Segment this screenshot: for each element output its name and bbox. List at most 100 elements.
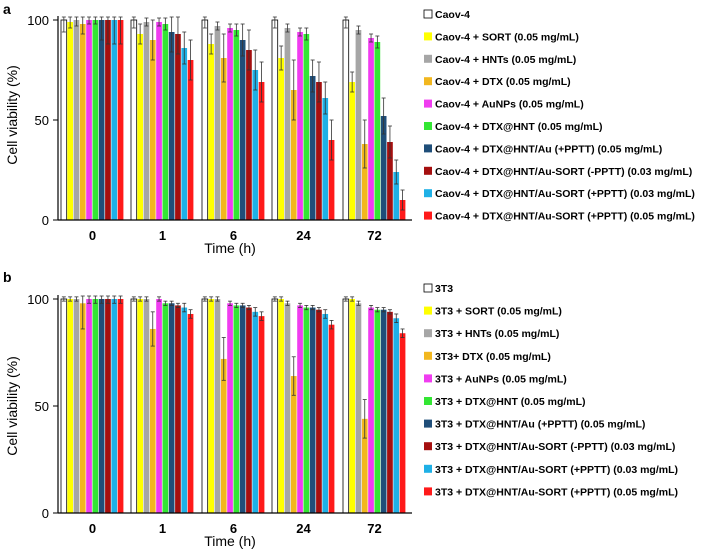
legend-swatch <box>424 442 432 451</box>
legend-swatch <box>424 306 432 315</box>
bar-b-s7-c1 <box>175 305 181 513</box>
bar-a-s5-c2 <box>233 30 240 220</box>
bar-b-s8-c2 <box>252 311 259 513</box>
legend-label: Caov-4 + DTX@HNT/Au-SORT (-PPTT) (0.03 m… <box>435 166 692 178</box>
x-tick-label: 72 <box>367 228 381 243</box>
bar-b-s3-c0 <box>79 303 86 513</box>
legend-label: 3T3 + DTX@HNT/Au-SORT (+PPTT) (0.03 mg/m… <box>435 464 678 476</box>
bar-a-s7-c1 <box>175 34 181 220</box>
x-tick-label: 6 <box>230 521 237 536</box>
bar-a-s1-c3 <box>278 58 284 220</box>
bar-b-s9-c3 <box>328 324 335 513</box>
legend-swatch <box>424 351 432 360</box>
bar-a-s4-c1 <box>156 22 162 220</box>
bar-a-s1-c1 <box>137 34 143 220</box>
bar-a-s8-c4 <box>393 172 400 220</box>
bar-b-s5-c2 <box>233 305 240 513</box>
legend-label: 3T3 + SORT (0.05 mg/mL) <box>435 306 562 318</box>
bar-a-s4-c0 <box>86 20 92 220</box>
bar-a-s3-c0 <box>79 24 86 220</box>
legend-label: Caov-4 + DTX (0.05 mg/mL) <box>435 76 571 88</box>
bar-a-s2-c3 <box>284 28 291 220</box>
legend-swatch <box>424 374 432 383</box>
bar-a-s2-c0 <box>73 20 80 220</box>
bar-b-s6-c4 <box>380 309 387 513</box>
x-ticks-b: 0 1 6 24 72 <box>89 521 382 536</box>
legend-swatch <box>424 189 432 198</box>
panel-label-b: b <box>3 269 12 285</box>
bar-a-s3-c4 <box>361 144 368 220</box>
legend-label: 3T3 + DTX@HNT (0.05 mg/mL) <box>435 396 586 408</box>
legend-label: Caov-4 + SORT (0.05 mg/mL) <box>435 31 579 43</box>
bar-b-s1-c0 <box>67 299 73 513</box>
bar-a-s4-c2 <box>227 28 233 220</box>
bar-b-s5-c4 <box>374 309 381 513</box>
bar-b-s6-c0 <box>98 299 105 513</box>
bar-a-s8-c0 <box>111 20 118 220</box>
y-tick-label: 50 <box>35 399 49 414</box>
panel-b: b Cell viability (%) Time (h) 0 50 100 0 1 6… <box>3 269 678 549</box>
bar-a-s1-c4 <box>349 82 355 220</box>
legend-swatch <box>423 9 433 19</box>
bar-b-s3-c4 <box>361 418 368 513</box>
bar-a-s5-c0 <box>92 20 99 220</box>
bar-b-s4-c3 <box>297 305 303 513</box>
bar-a-s0-c0 <box>60 19 68 221</box>
bar-a-s0-c4 <box>342 19 350 221</box>
bar-b-s7-c0 <box>105 299 111 513</box>
bar-b-s7-c3 <box>316 309 322 513</box>
y-tick-label: 100 <box>27 292 49 307</box>
bar-b-s3-c3 <box>290 376 297 513</box>
bar-a-s6-c4 <box>380 116 387 220</box>
bar-b-s8-c1 <box>181 307 188 513</box>
x-tick-label: 6 <box>230 228 237 243</box>
bar-a-s2-c4 <box>355 30 362 220</box>
bar-a-s7-c0 <box>105 20 111 220</box>
legend-swatch <box>424 166 432 175</box>
bar-a-s7-c2 <box>246 50 252 220</box>
bar-b-s9-c1 <box>187 313 194 513</box>
legend-label: 3T3 + AuNPs (0.05 mg/mL) <box>435 373 567 385</box>
bar-b-s1-c2 <box>208 299 214 513</box>
bar-a-s3-c1 <box>149 40 156 220</box>
bar-a-s8-c3 <box>322 98 329 220</box>
bar-b-s3-c2 <box>220 358 227 513</box>
legend-label: Caov-4 + DTX@HNT/Au-SORT (+PPTT) (0.03 m… <box>435 188 695 200</box>
bar-a-s9-c0 <box>117 20 124 220</box>
y-axis-label-b: Cell viability (%) <box>4 356 20 456</box>
panel-a: a Cell viability (%) Time (h) 0 50 100 0 1 6… <box>3 1 695 256</box>
x-axis-label-b: Time (h) <box>204 533 256 549</box>
legend-swatch <box>423 283 433 293</box>
legend-b: 3T3 3T3 + SORT (0.05 mg/mL) 3T3 + HNTs (0.… <box>423 283 678 498</box>
bar-b-s7-c2 <box>246 307 252 513</box>
legend-swatch <box>424 464 432 473</box>
panel-label-a: a <box>3 1 11 17</box>
bar-a-s9-c2 <box>258 82 265 220</box>
bar-a-s7-c3 <box>316 82 322 220</box>
bar-a-s6-c2 <box>239 40 246 220</box>
bar-a-s0-c1 <box>130 19 138 221</box>
legend-swatch <box>424 397 432 405</box>
x-ticks-a: 0 1 6 24 72 <box>89 228 382 243</box>
legend-label: 3T3 <box>435 283 453 295</box>
legend-swatch <box>424 32 432 41</box>
bars-a <box>60 16 406 221</box>
axes-b <box>57 295 412 514</box>
bar-b-s8-c0 <box>111 299 118 513</box>
y-ticks-b: 0 50 100 <box>27 292 58 521</box>
y-tick-label: 0 <box>42 506 49 521</box>
bar-b-s9-c2 <box>258 316 265 513</box>
bar-a-s3-c3 <box>290 90 297 220</box>
bar-a-s6-c3 <box>309 76 316 220</box>
bar-b-s9-c4 <box>399 333 406 513</box>
bar-a-s5-c3 <box>303 34 310 220</box>
x-tick-label: 24 <box>296 228 311 243</box>
legend-swatch <box>424 419 432 428</box>
bar-b-s2-c3 <box>284 303 291 513</box>
legend-swatch <box>424 54 432 63</box>
legend-swatch <box>424 99 432 108</box>
bar-a-s1-c2 <box>208 44 214 220</box>
bar-b-s4-c2 <box>227 303 233 513</box>
bar-b-s2-c1 <box>143 299 150 513</box>
